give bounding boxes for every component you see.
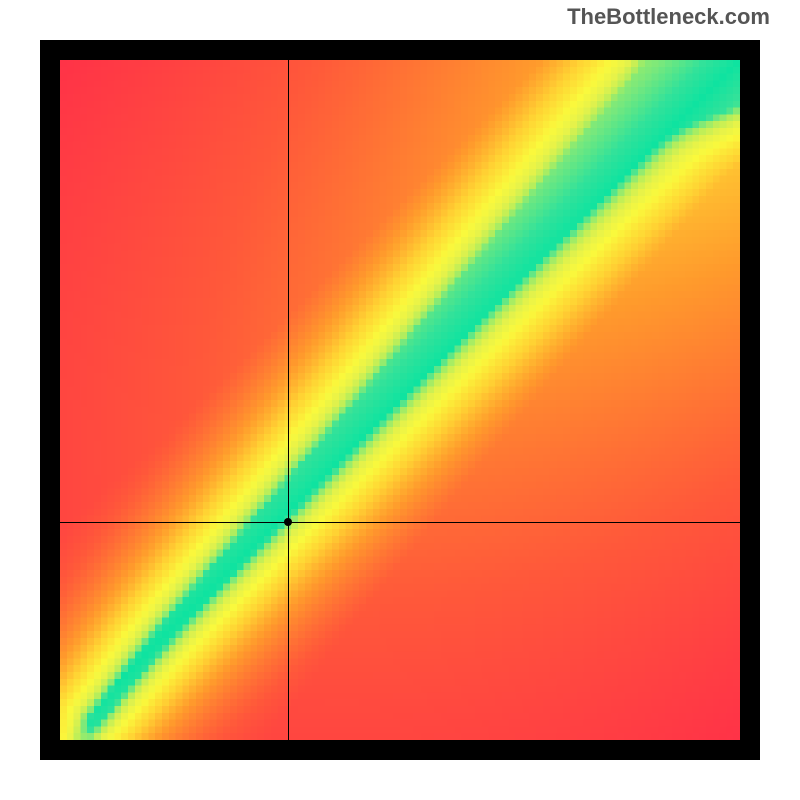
plot-area	[60, 60, 740, 740]
crosshair-vertical	[288, 60, 289, 740]
watermark-text: TheBottleneck.com	[567, 4, 770, 30]
chart-container: TheBottleneck.com	[0, 0, 800, 800]
heatmap-canvas	[60, 60, 740, 740]
chart-frame	[40, 40, 760, 760]
bottleneck-marker	[284, 518, 292, 526]
crosshair-horizontal	[60, 522, 740, 523]
